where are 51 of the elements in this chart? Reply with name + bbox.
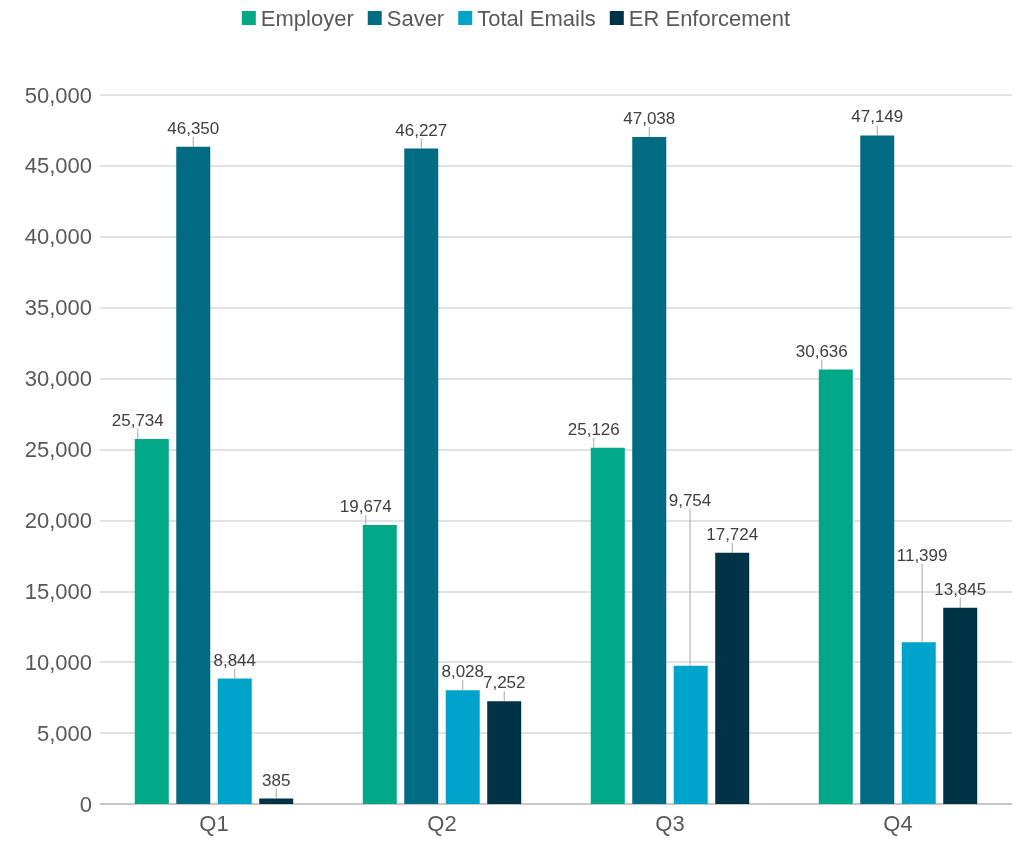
y-tick-label: 40,000 — [24, 224, 92, 250]
bar — [134, 439, 169, 804]
y-tick-label: 0 — [79, 791, 92, 817]
y-tick-label: 50,000 — [24, 82, 92, 108]
x-tick-label: Q3 — [655, 810, 685, 836]
y-tick-label: 45,000 — [24, 153, 92, 179]
bar — [715, 552, 750, 804]
data-label: 25,734 — [111, 411, 164, 431]
data-label: 30,636 — [795, 341, 848, 361]
legend-label: Total Emails — [477, 5, 596, 31]
bar — [673, 665, 708, 804]
y-tick-label: 20,000 — [24, 507, 92, 533]
x-tick-label: Q1 — [199, 810, 229, 836]
bar — [259, 798, 294, 804]
bar — [818, 369, 853, 804]
bar — [487, 701, 522, 804]
data-label: 9,754 — [668, 490, 712, 510]
bar — [860, 135, 895, 804]
y-tick-label: 5,000 — [36, 720, 92, 746]
bar — [632, 137, 667, 804]
data-label: 46,350 — [167, 118, 220, 138]
bar — [404, 148, 439, 804]
data-label: 46,227 — [395, 120, 448, 140]
data-label: 385 — [262, 770, 291, 790]
data-label: 47,149 — [851, 107, 904, 127]
bar — [445, 690, 480, 804]
bar — [943, 607, 978, 804]
bar — [176, 146, 211, 804]
legend-label: ER Enforcement — [628, 5, 791, 31]
data-label: 25,126 — [567, 419, 620, 439]
data-label: 8,844 — [213, 650, 257, 670]
bar — [217, 678, 252, 804]
legend-label: Employer — [260, 5, 354, 31]
y-tick-label: 15,000 — [24, 578, 92, 604]
x-tick-label: Q2 — [427, 810, 457, 836]
data-label: 7,252 — [482, 673, 526, 693]
data-label: 17,724 — [706, 524, 759, 544]
bar — [362, 525, 397, 804]
bar — [590, 447, 625, 804]
legend-label: Saver — [386, 5, 445, 31]
data-label: 8,028 — [441, 662, 485, 682]
y-tick-label: 30,000 — [24, 366, 92, 392]
y-tick-label: 10,000 — [24, 649, 92, 675]
data-label: 13,845 — [934, 579, 987, 599]
data-label: 47,038 — [623, 109, 676, 128]
y-tick-label: 35,000 — [24, 295, 92, 321]
data-label: 11,399 — [896, 545, 948, 565]
data-label: 19,674 — [339, 497, 392, 517]
y-tick-label: 25,000 — [24, 437, 92, 462]
bar — [901, 642, 936, 804]
x-tick-label: Q4 — [883, 810, 913, 836]
